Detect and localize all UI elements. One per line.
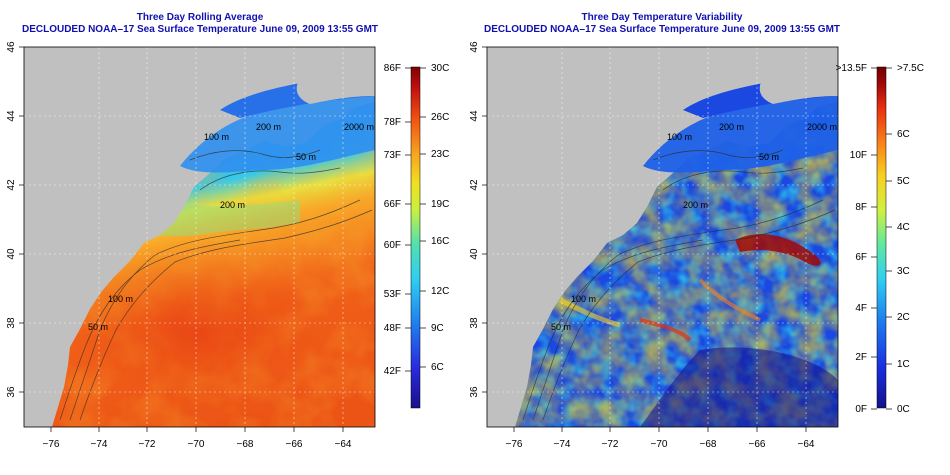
- y-tick-label: 36: [469, 386, 480, 398]
- colorbar-fahrenheit-label: 2F: [855, 352, 867, 363]
- right-variability-map: 200 m 2000 m 100 m 200 m 50 m 100 m 50 m: [486, 46, 839, 428]
- y-tick-label: 36: [6, 386, 17, 398]
- colorbar-celsius-label: 9C: [431, 323, 444, 334]
- contour-label: 100 m: [204, 132, 229, 142]
- colorbar-fahrenheit-label: >13.5F: [836, 63, 867, 74]
- contour-label: 50 m: [296, 152, 316, 162]
- colorbar-celsius-label: 1C: [897, 359, 910, 370]
- colorbar-celsius-label: 6C: [897, 129, 910, 140]
- x-tick-label: −70: [651, 439, 668, 450]
- y-tick-label: 40: [6, 248, 17, 260]
- colorbar-celsius-label: 19C: [431, 199, 449, 210]
- y-tick-label: 38: [469, 317, 480, 329]
- colorbar-celsius-label: 4C: [897, 222, 910, 233]
- colorbar-fahrenheit-label: 60F: [384, 240, 401, 251]
- colorbar-fahrenheit-label: 0F: [855, 404, 867, 415]
- colorbar-fahrenheit-label: 86F: [384, 63, 401, 74]
- colorbar-fahrenheit-label: 48F: [384, 323, 401, 334]
- colorbar-fahrenheit-label: 6F: [855, 252, 867, 263]
- colorbar-celsius-label: 26C: [431, 112, 449, 123]
- colorbar-fahrenheit-label: 8F: [855, 202, 867, 213]
- contour-label: 200 m: [683, 200, 708, 210]
- colorbar-celsius-label: 12C: [431, 286, 449, 297]
- x-tick-label: −76: [506, 439, 523, 450]
- y-tick-label: 44: [469, 110, 480, 122]
- y-tick-label: 42: [469, 179, 480, 191]
- colorbar-fahrenheit-label: 73F: [384, 150, 401, 161]
- right-colorbar: >13.5F 10F 8F 6F 4F 2F 0F >7.5C 6C 5C 4C 3C 2C 1C 0C: [836, 63, 924, 415]
- x-tick-label: −68: [237, 439, 254, 450]
- colorbar-fahrenheit-label: 4F: [855, 303, 867, 314]
- contour-label: 2000 m: [807, 122, 837, 132]
- colorbar-celsius-label: 2C: [897, 312, 910, 323]
- right-map-subtitle: DECLOUDED NOAA–17 Sea Surface Temperatur…: [483, 24, 841, 35]
- x-tick-label: −70: [188, 439, 205, 450]
- y-tick-label: 46: [469, 41, 480, 53]
- right-y-axis: 36 38 40 42 44 46: [469, 41, 487, 398]
- y-tick-label: 40: [469, 248, 480, 260]
- x-tick-label: −66: [749, 439, 766, 450]
- contour-label: 50 m: [759, 152, 779, 162]
- left-sst-map: 200 m 2000 m 100 m 200 m 50 m 100 m 50 m: [23, 46, 376, 428]
- colorbar-celsius-label: 6C: [431, 362, 444, 373]
- contour-label: 50 m: [551, 322, 571, 332]
- left-map-subtitle: DECLOUDED NOAA–17 Sea Surface Temperatur…: [21, 24, 379, 35]
- colorbar-fahrenheit-label: 42F: [384, 366, 401, 377]
- contour-label: 200 m: [220, 200, 245, 210]
- y-tick-label: 38: [6, 317, 17, 329]
- colorbar-fahrenheit-label: 10F: [850, 150, 867, 161]
- colorbar-celsius-label: >7.5C: [897, 63, 924, 74]
- colorbar-fahrenheit-label: 78F: [384, 117, 401, 128]
- y-tick-label: 46: [6, 41, 17, 53]
- colorbar-celsius-label: 16C: [431, 236, 449, 247]
- x-tick-label: −68: [700, 439, 717, 450]
- x-tick-label: −72: [139, 439, 156, 450]
- x-tick-label: −64: [798, 439, 815, 450]
- y-tick-label: 44: [6, 110, 17, 122]
- colorbar-celsius-label: 0C: [897, 404, 910, 415]
- right-map-title: Three Day Temperature Variability: [581, 12, 743, 23]
- contour-label: 200 m: [719, 122, 744, 132]
- left-x-axis: −76 −74 −72 −70 −68 −66 −64: [43, 427, 352, 450]
- contour-label: 100 m: [571, 294, 596, 304]
- colorbar-celsius-label: 3C: [897, 266, 910, 277]
- left-y-axis: 36 38 40 42 44 46: [6, 41, 24, 398]
- contour-label: 50 m: [88, 322, 108, 332]
- contour-label: 200 m: [256, 122, 281, 132]
- contour-label: 100 m: [667, 132, 692, 142]
- x-tick-label: −74: [554, 439, 571, 450]
- colorbar-celsius-label: 5C: [897, 176, 910, 187]
- contour-label: 2000 m: [344, 122, 374, 132]
- x-tick-label: −66: [286, 439, 303, 450]
- x-tick-label: −76: [43, 439, 60, 450]
- x-tick-label: −72: [602, 439, 619, 450]
- colorbar-celsius-label: 30C: [431, 63, 449, 74]
- right-x-axis: −76 −74 −72 −70 −68 −66 −64: [506, 427, 815, 450]
- colorbar-fahrenheit-label: 66F: [384, 199, 401, 210]
- y-tick-label: 42: [6, 179, 17, 191]
- colorbar-celsius-label: 23C: [431, 149, 449, 160]
- x-tick-label: −64: [335, 439, 352, 450]
- x-tick-label: −74: [91, 439, 108, 450]
- left-colorbar: 86F 78F 73F 66F 60F 53F 48F 42F 30C 26C 23C 19C 16C 1…: [384, 63, 449, 409]
- left-map-title: Three Day Rolling Average: [136, 12, 264, 23]
- colorbar-fahrenheit-label: 53F: [384, 289, 401, 300]
- contour-label: 100 m: [108, 294, 133, 304]
